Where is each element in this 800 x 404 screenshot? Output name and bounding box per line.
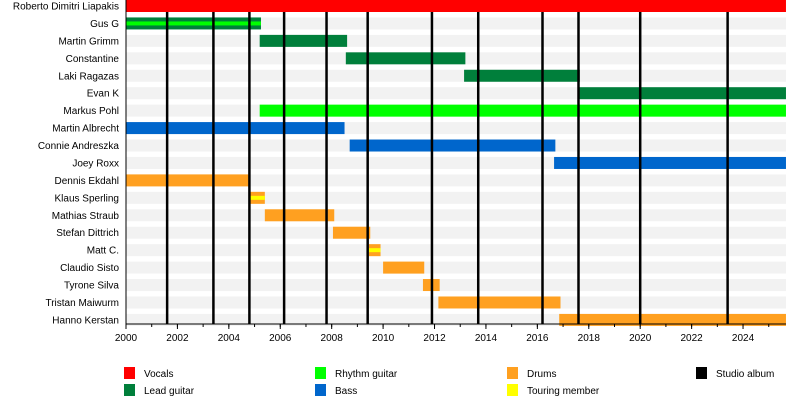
member-bar xyxy=(464,69,580,82)
member-label: Markus Pohl xyxy=(63,106,119,117)
legend-label: Vocals xyxy=(144,369,173,380)
x-tick-label: 2020 xyxy=(629,333,652,344)
member-bar-secondary xyxy=(368,248,381,253)
member-label: Gus G xyxy=(90,19,119,30)
member-bar xyxy=(332,226,371,239)
x-tick-label: 2002 xyxy=(166,333,189,344)
member-label: Connie Andreszka xyxy=(38,141,120,152)
legend-label: Drums xyxy=(527,369,556,380)
legend-label: Bass xyxy=(335,386,357,397)
member-label: Laki Ragazas xyxy=(58,71,119,82)
member-bar xyxy=(554,156,786,169)
member-label: Stefan Dittrich xyxy=(56,228,119,239)
x-tick-label: 2014 xyxy=(475,333,498,344)
x-tick-label: 2010 xyxy=(372,333,395,344)
member-label: Klaus Sperling xyxy=(55,193,119,204)
member-label: Martin Grimm xyxy=(58,36,119,47)
member-label: Joey Roxx xyxy=(72,158,119,169)
member-bar xyxy=(259,104,786,117)
row-stripe xyxy=(126,209,786,222)
row-stripe xyxy=(126,191,786,204)
x-tick-label: 2008 xyxy=(321,333,344,344)
member-label: Hanno Kerstan xyxy=(52,315,119,326)
member-bar-secondary xyxy=(249,195,265,200)
legend-swatch xyxy=(696,367,707,379)
member-bar xyxy=(259,34,348,47)
member-label: Claudio Sisto xyxy=(60,263,119,274)
legend-label: Studio album xyxy=(716,369,774,380)
member-bar xyxy=(383,261,425,274)
x-tick-label: 2022 xyxy=(680,333,703,344)
x-tick-label: 2006 xyxy=(269,333,292,344)
member-label: Mathias Straub xyxy=(52,211,120,222)
x-tick-label: 2000 xyxy=(115,333,138,344)
legend-swatch xyxy=(315,384,326,396)
row-stripe xyxy=(126,244,786,257)
row-stripe xyxy=(126,69,786,82)
row-stripe xyxy=(126,279,786,292)
x-tick-label: 2018 xyxy=(578,333,601,344)
member-bar xyxy=(345,52,466,65)
row-stripe xyxy=(126,261,786,274)
x-tick-label: 2016 xyxy=(526,333,549,344)
member-bar xyxy=(349,139,556,152)
x-tick-label: 2004 xyxy=(218,333,241,344)
legend-label: Lead guitar xyxy=(144,386,195,397)
member-label: Evan K xyxy=(87,89,120,100)
member-bar xyxy=(126,122,345,135)
member-label: Dennis Ekdahl xyxy=(55,176,119,187)
row-stripe xyxy=(126,226,786,239)
member-label: Tyrone Silva xyxy=(64,281,119,292)
member-bar xyxy=(559,313,786,326)
legend-swatch xyxy=(124,367,135,379)
x-tick-label: 2024 xyxy=(732,333,755,344)
member-bar xyxy=(126,174,250,187)
member-label: Constantine xyxy=(66,54,120,65)
member-label: Tristan Maiwurm xyxy=(45,298,119,309)
legend-swatch xyxy=(507,367,518,379)
member-label: Matt C. xyxy=(87,246,119,257)
row-stripe xyxy=(126,17,786,30)
x-tick-label: 2012 xyxy=(423,333,446,344)
row-stripe xyxy=(126,174,786,187)
legend-swatch xyxy=(315,367,326,379)
legend-swatch xyxy=(507,384,518,396)
legend-label: Rhythm guitar xyxy=(335,369,398,380)
member-label: Roberto Dimitri Liapakis xyxy=(13,2,119,13)
row-stripe xyxy=(126,34,786,47)
legend-swatch xyxy=(124,384,135,396)
member-bar xyxy=(578,87,786,100)
member-bar xyxy=(126,0,786,12)
member-label: Martin Albrecht xyxy=(52,124,119,135)
member-bar xyxy=(438,296,561,309)
legend-label: Touring member xyxy=(527,386,600,397)
member-bar-secondary xyxy=(126,21,261,26)
member-bar xyxy=(264,209,335,222)
